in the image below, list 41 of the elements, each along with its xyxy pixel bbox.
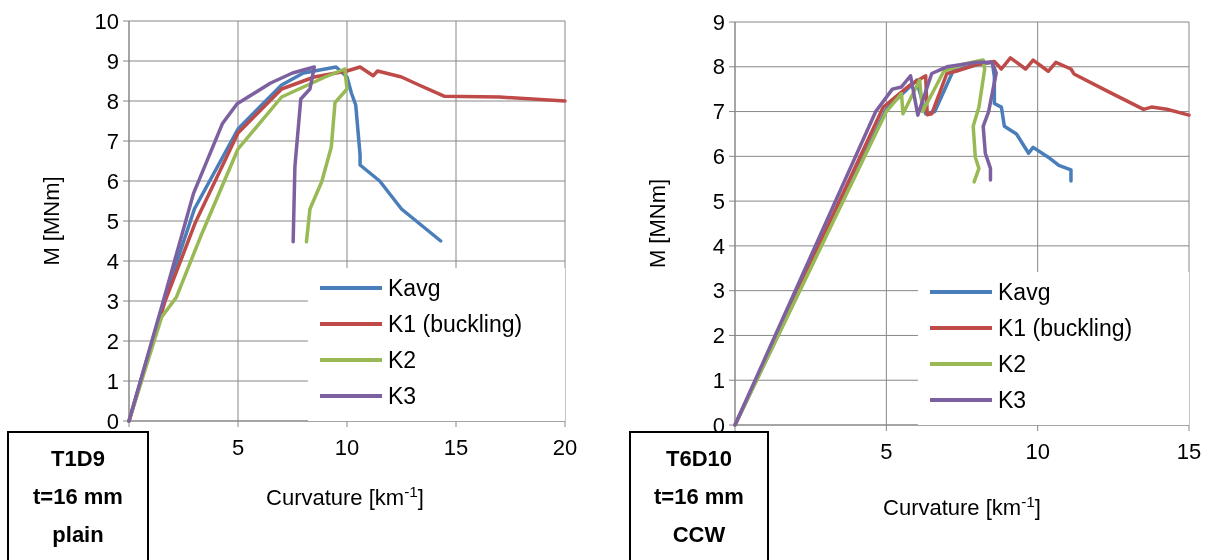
y-tick-label: 10	[94, 8, 119, 34]
y-tick-label: 7	[712, 99, 725, 125]
y-tick-label: 9	[106, 48, 119, 74]
text: T1D9 t=16 mm plain	[33, 446, 123, 547]
y-tick-label: 3	[106, 288, 119, 314]
y-tick-label: 9	[712, 9, 725, 35]
legend-label: K1 (buckling)	[388, 311, 523, 338]
y-tick-label: 5	[712, 188, 725, 214]
y-axis-title: M [MNm]	[39, 176, 64, 266]
y-tick-label: 8	[106, 88, 119, 114]
legend-label: K1 (buckling)	[998, 315, 1133, 342]
y-tick-label: 4	[712, 233, 725, 259]
y-tick-label: 2	[712, 323, 725, 349]
y-tick-label: 0	[106, 408, 119, 434]
y-tick-label: 6	[712, 144, 725, 170]
text: T6D10 t=16 mm CCW	[654, 446, 744, 547]
x-tick-label: 15	[1176, 439, 1202, 464]
x-tick-label: 10	[334, 435, 360, 460]
x-tick-label: 5	[231, 435, 245, 460]
y-tick-label: 1	[712, 367, 725, 393]
legend-label: K3	[388, 383, 417, 410]
y-tick-label: 2	[106, 328, 119, 354]
legend-label: K3	[998, 387, 1027, 414]
y-tick-label: 5	[106, 208, 119, 234]
legend-label: K2	[998, 351, 1027, 378]
legend-label: Kavg	[998, 279, 1051, 306]
x-tick-label: 20	[552, 435, 578, 460]
legend-label: Kavg	[388, 275, 441, 302]
x-tick-label: 10	[1025, 439, 1050, 464]
x-axis-title: Curvature [km$^{-1}$]	[266, 482, 424, 510]
legend-label: K2	[388, 347, 417, 374]
x-axis-title: Curvature [km$^{-1}$]	[883, 492, 1041, 520]
y-tick-label: 4	[106, 248, 119, 274]
y-tick-label: 8	[712, 54, 725, 80]
x-tick-label: 15	[443, 435, 469, 460]
y-tick-label: 1	[106, 368, 119, 394]
y-tick-label: 6	[106, 168, 119, 194]
y-tick-label: 7	[106, 128, 119, 154]
y-tick-label: 3	[712, 278, 725, 304]
x-tick-label: 5	[880, 439, 893, 464]
y-axis-title: M [MNm]	[645, 178, 670, 269]
